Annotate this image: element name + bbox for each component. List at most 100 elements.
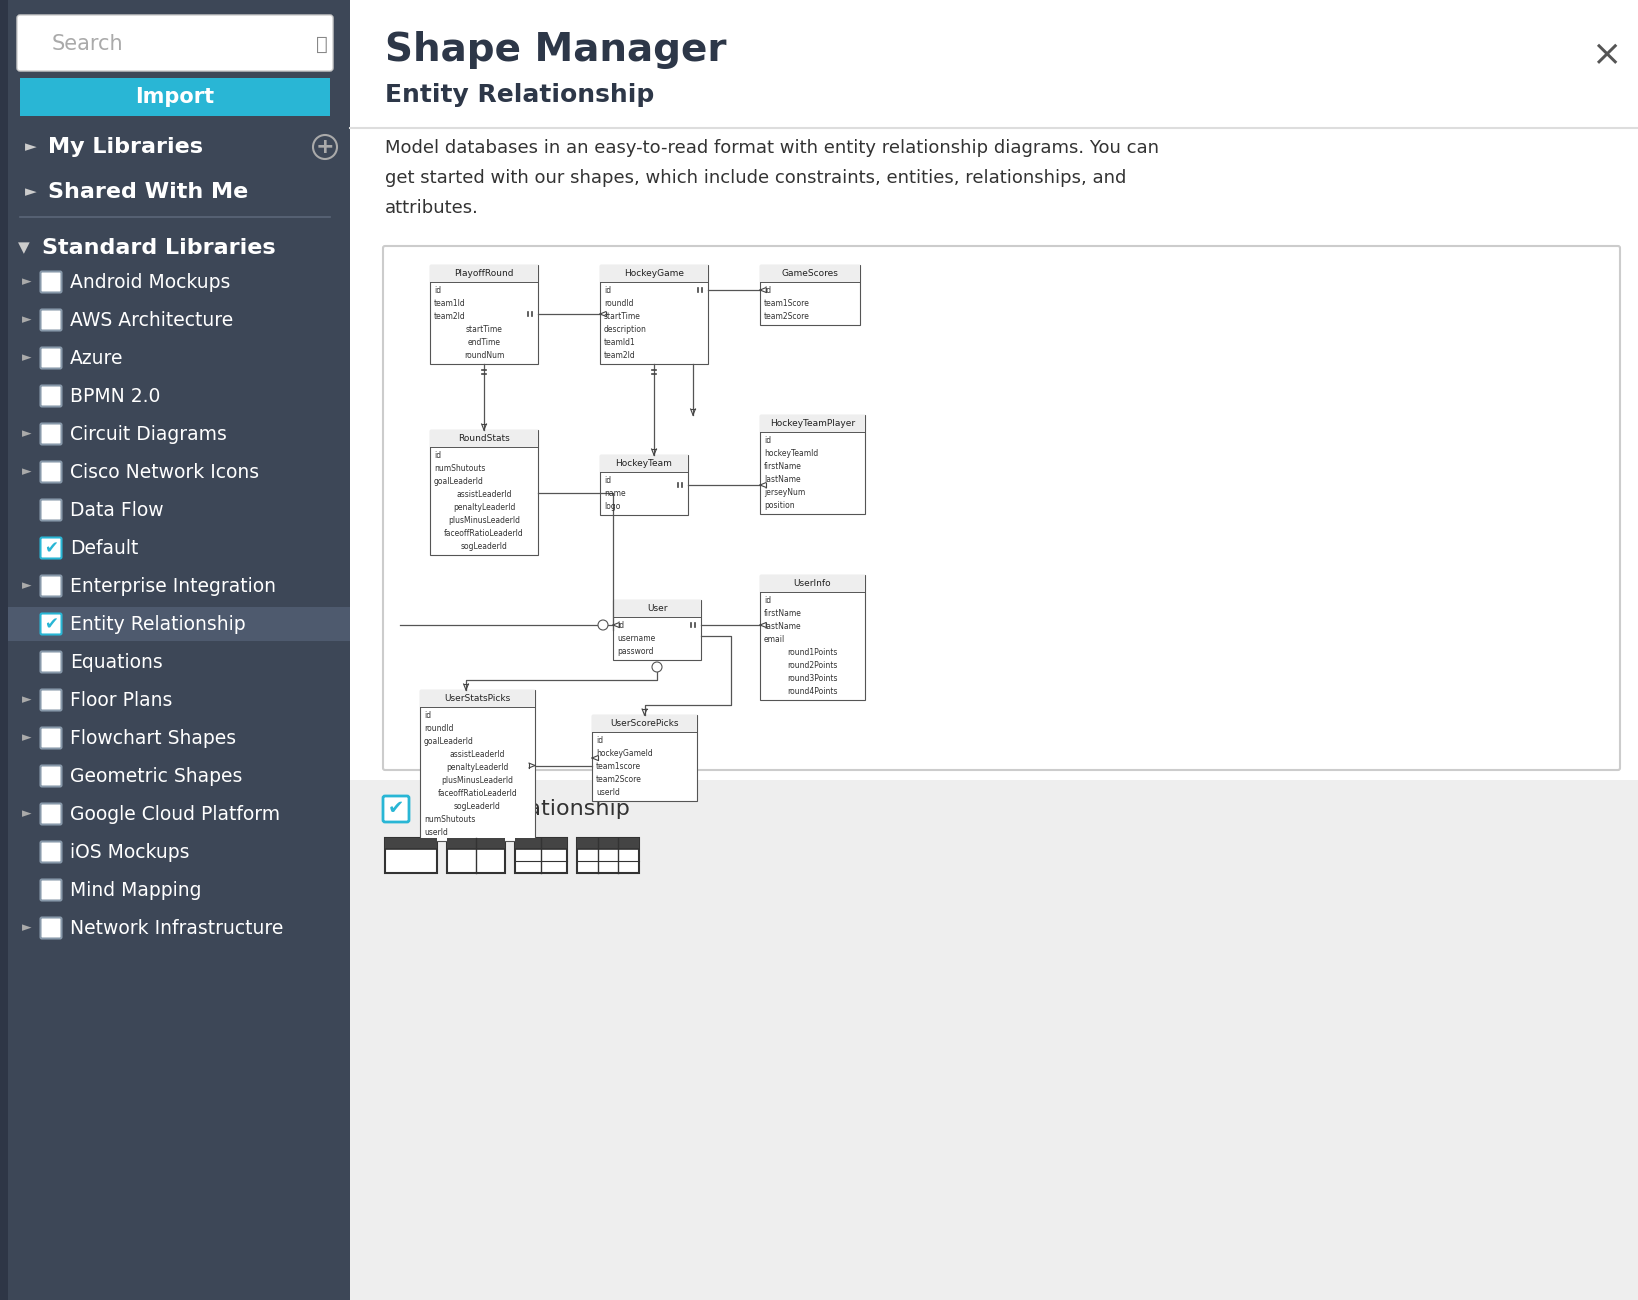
Text: ×: × — [1590, 38, 1622, 72]
Text: ►: ► — [21, 580, 31, 593]
Text: endTime: endTime — [467, 338, 501, 347]
Text: id: id — [604, 286, 611, 295]
Bar — [514, 838, 567, 849]
Text: HockeyTeam: HockeyTeam — [616, 459, 673, 468]
Text: ►: ► — [21, 313, 31, 326]
Text: sogLeaderId: sogLeaderId — [460, 542, 508, 551]
Text: penaltyLeaderId: penaltyLeaderId — [446, 763, 509, 772]
Text: firstName: firstName — [763, 462, 803, 471]
Text: id: id — [763, 286, 771, 295]
Bar — [613, 601, 701, 660]
Text: name: name — [604, 489, 626, 498]
Text: hockeyTeamId: hockeyTeamId — [763, 448, 819, 458]
Text: Default: Default — [70, 538, 138, 558]
Text: team1Id: team1Id — [434, 299, 465, 308]
Text: Geometric Shapes: Geometric Shapes — [70, 767, 242, 785]
Bar — [8, 607, 351, 641]
Text: HockeyTeamPlayer: HockeyTeamPlayer — [770, 419, 855, 428]
FancyBboxPatch shape — [41, 918, 62, 939]
Text: jerseyNum: jerseyNum — [763, 488, 806, 497]
Bar — [760, 265, 860, 282]
Text: Shared With Me: Shared With Me — [48, 182, 249, 202]
Text: id: id — [763, 595, 771, 604]
FancyBboxPatch shape — [41, 689, 62, 711]
FancyBboxPatch shape — [41, 614, 62, 634]
Text: id: id — [763, 436, 771, 445]
Text: position: position — [763, 500, 794, 510]
Text: sogLeaderId: sogLeaderId — [454, 802, 501, 811]
Bar — [591, 715, 698, 732]
Circle shape — [598, 620, 608, 630]
Bar — [600, 455, 688, 472]
FancyBboxPatch shape — [41, 386, 62, 407]
Bar — [419, 690, 536, 841]
Text: Enterprise Integration: Enterprise Integration — [70, 576, 275, 595]
Text: password: password — [618, 647, 654, 656]
FancyBboxPatch shape — [383, 796, 410, 822]
Bar — [600, 455, 688, 515]
Text: Cisco Network Icons: Cisco Network Icons — [70, 463, 259, 481]
Text: Google Cloud Platform: Google Cloud Platform — [70, 805, 280, 823]
Bar — [0, 0, 8, 1300]
Text: description: description — [604, 325, 647, 334]
Text: faceoffRatioLeaderId: faceoffRatioLeaderId — [437, 789, 518, 798]
Text: Entity Relationship: Entity Relationship — [70, 615, 246, 633]
Text: id: id — [424, 711, 431, 720]
Text: ►: ► — [21, 351, 31, 364]
Text: Standard Libraries: Standard Libraries — [43, 238, 275, 257]
FancyBboxPatch shape — [41, 462, 62, 482]
Bar — [577, 838, 639, 849]
Bar — [600, 265, 708, 364]
FancyBboxPatch shape — [41, 803, 62, 824]
Bar — [591, 715, 698, 801]
Text: AWS Architecture: AWS Architecture — [70, 311, 233, 329]
Bar — [577, 838, 639, 874]
Text: ►: ► — [21, 922, 31, 935]
Text: logo: logo — [604, 502, 621, 511]
Text: team2Score: team2Score — [763, 312, 809, 321]
FancyBboxPatch shape — [41, 651, 62, 672]
Text: id: id — [618, 621, 624, 630]
Text: ✔: ✔ — [44, 615, 57, 633]
Bar — [760, 575, 865, 592]
Text: +: + — [316, 136, 334, 157]
Text: ►: ► — [21, 428, 31, 441]
Text: roundNum: roundNum — [464, 351, 505, 360]
Text: GameScores: GameScores — [781, 269, 839, 278]
Bar — [0, 0, 351, 1300]
Text: lastName: lastName — [763, 474, 801, 484]
Text: Equations: Equations — [70, 653, 162, 672]
Bar — [613, 601, 701, 618]
FancyBboxPatch shape — [41, 728, 62, 749]
Text: numShutouts: numShutouts — [434, 464, 485, 473]
Text: ►: ► — [25, 185, 36, 199]
Text: Model databases in an easy-to-read format with entity relationship diagrams. You: Model databases in an easy-to-read forma… — [385, 139, 1160, 157]
Text: assistLeaderId: assistLeaderId — [450, 750, 505, 759]
Bar — [431, 265, 537, 282]
Text: Search: Search — [52, 34, 123, 55]
Bar — [20, 78, 329, 116]
Text: BPMN 2.0: BPMN 2.0 — [70, 386, 161, 406]
Text: My Libraries: My Libraries — [48, 136, 203, 157]
Text: round4Points: round4Points — [788, 686, 837, 696]
Text: UserScorePicks: UserScorePicks — [611, 719, 678, 728]
Text: team1score: team1score — [596, 762, 640, 771]
Text: firstName: firstName — [763, 608, 803, 618]
Bar — [760, 575, 865, 699]
Text: attributes.: attributes. — [385, 199, 478, 217]
Text: email: email — [763, 634, 785, 644]
Text: lastName: lastName — [763, 621, 801, 630]
Text: team1Score: team1Score — [763, 299, 809, 308]
Text: UserInfo: UserInfo — [794, 578, 832, 588]
Text: User: User — [647, 604, 667, 614]
Text: goalLeaderId: goalLeaderId — [424, 737, 473, 746]
Bar — [760, 415, 865, 514]
Text: Network Infrastructure: Network Infrastructure — [70, 919, 283, 937]
Bar — [600, 265, 708, 282]
Text: ▼: ▼ — [18, 240, 29, 256]
FancyBboxPatch shape — [41, 309, 62, 330]
Text: Azure: Azure — [70, 348, 123, 368]
Bar — [447, 838, 505, 849]
Text: team2Id: team2Id — [434, 312, 465, 321]
Text: ►: ► — [21, 276, 31, 289]
